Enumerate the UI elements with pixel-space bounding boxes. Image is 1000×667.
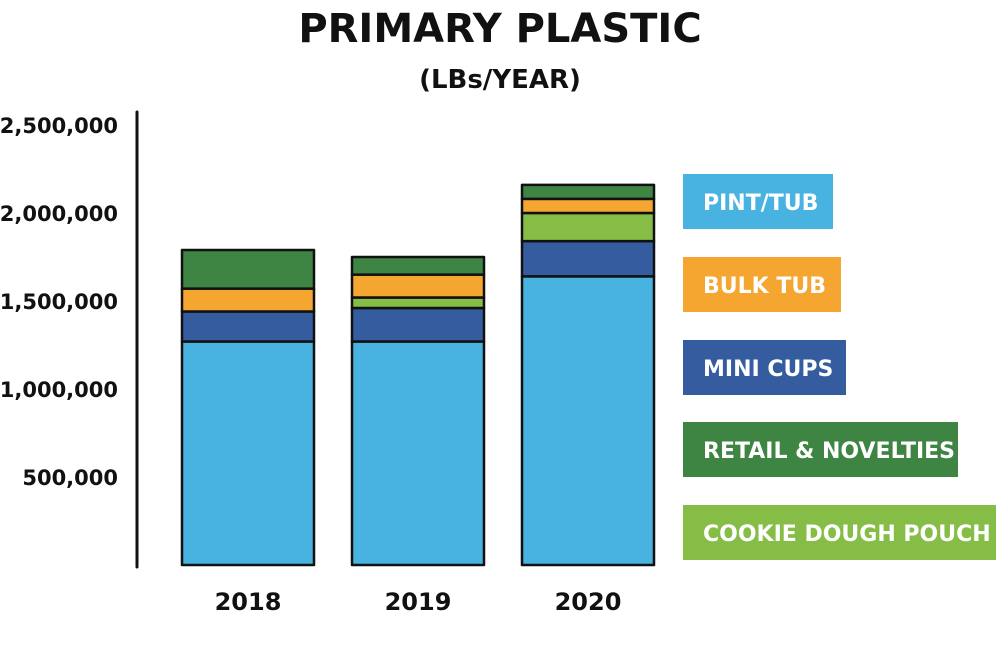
legend-swatch [683,340,846,395]
bar-segment [350,296,486,310]
legend-item: PINT/TUB [683,174,833,229]
y-tick-label: 2,000,000 [0,202,118,226]
bar-segment [520,183,656,201]
legend-swatch [683,174,833,229]
legend-item: COOKIE DOUGH POUCH [683,505,996,560]
chart-title: PRIMARY PLASTIC [298,6,701,52]
bar-segment [520,275,656,567]
legend-label: COOKIE DOUGH POUCH [703,522,991,547]
bar-segment [350,306,486,343]
legend-swatch [683,505,996,560]
legend-swatch [683,257,841,312]
y-tick-label: 1,000,000 [0,378,118,402]
chart-subtitle: (LBs/YEAR) [419,65,581,95]
bar-segment [180,287,316,313]
legend-label: MINI CUPS [703,357,833,382]
bar-segment [180,340,316,567]
bar-segment [520,239,656,278]
x-tick-label: 2019 [385,588,452,616]
bar-group-2019 [350,255,486,567]
bar-segment [520,197,656,215]
x-tick-label: 2020 [555,588,622,616]
y-tick-label: 1,500,000 [0,290,118,314]
legend-label: BULK TUB [703,274,826,299]
bar-group-2020 [520,183,656,567]
y-tick-label: 2,500,000 [0,114,118,138]
bar-group-2018 [180,248,316,567]
x-axis-labels: 2018 2019 2020 [215,588,622,616]
bar-segment [350,273,486,299]
legend-item: MINI CUPS [683,340,846,395]
bar-segment [350,255,486,276]
bar-segment [350,340,486,567]
bar-segment [520,211,656,243]
stacked-bars [180,183,656,567]
legend-label: PINT/TUB [703,191,818,216]
bar-segment [180,248,316,290]
legend-item: RETAIL & NOVELTIES [683,422,958,477]
bar-segment [180,310,316,343]
y-axis-ticks: 500,000 1,000,000 1,500,000 2,000,000 2,500,… [0,114,118,490]
y-tick-label: 500,000 [22,466,118,490]
x-tick-label: 2018 [215,588,282,616]
legend-label: RETAIL & NOVELTIES [703,439,955,464]
legend-item: BULK TUB [683,257,841,312]
legend: PINT/TUB BULK TUB MINI CUPS RETAIL & NOVELT… [683,174,996,560]
legend-swatch [683,422,958,477]
